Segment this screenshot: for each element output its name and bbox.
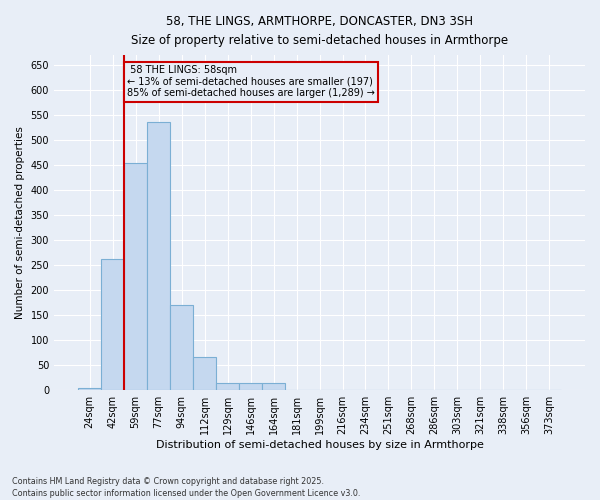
Bar (78, 388, 101, 390)
Bar (124, 162, 147, 390)
Y-axis label: Number of semi-detached properties: Number of semi-detached properties (15, 126, 25, 319)
Text: Contains HM Land Registry data © Crown copyright and database right 2025.
Contai: Contains HM Land Registry data © Crown c… (12, 476, 361, 498)
Bar (193, 356, 216, 390)
Bar (147, 122, 170, 390)
Bar (170, 305, 193, 390)
Bar (239, 382, 262, 390)
Title: 58, THE LINGS, ARMTHORPE, DONCASTER, DN3 3SH
Size of property relative to semi-d: 58, THE LINGS, ARMTHORPE, DONCASTER, DN3… (131, 15, 508, 47)
Text: 58 THE LINGS: 58sqm
← 13% of semi-detached houses are smaller (197)
85% of semi-: 58 THE LINGS: 58sqm ← 13% of semi-detach… (127, 65, 375, 98)
Bar (262, 382, 285, 390)
X-axis label: Distribution of semi-detached houses by size in Armthorpe: Distribution of semi-detached houses by … (155, 440, 484, 450)
Bar (216, 382, 239, 390)
Bar (101, 258, 124, 390)
